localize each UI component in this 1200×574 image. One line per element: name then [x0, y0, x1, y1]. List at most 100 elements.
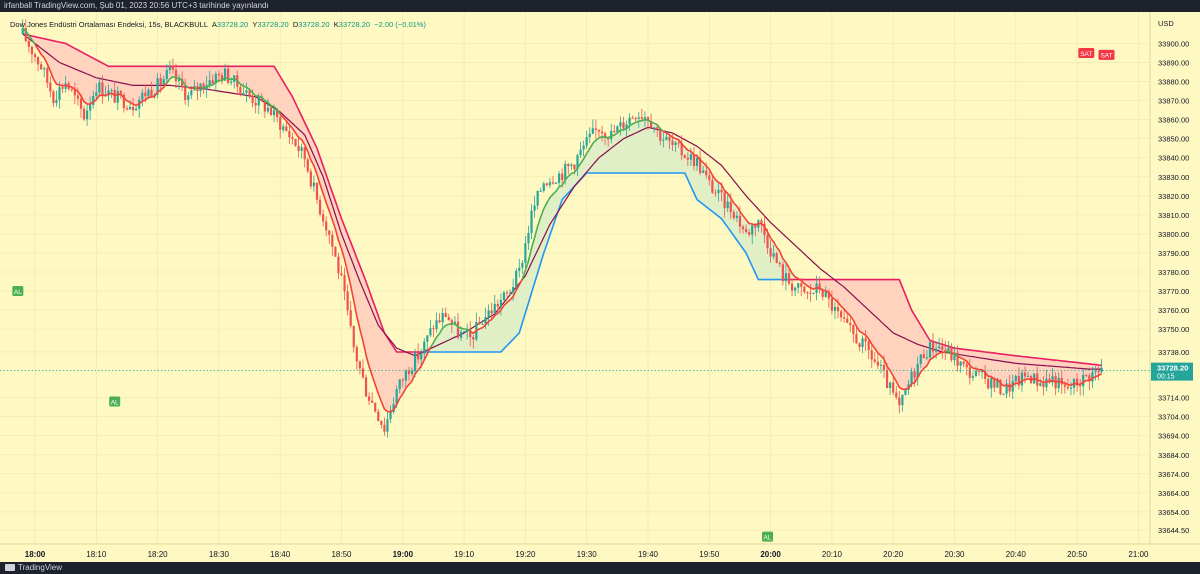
candle-body — [352, 325, 355, 348]
candle-body — [343, 275, 346, 292]
publish-bar: irfanball TradingView.com, Şub 01, 2023 … — [0, 0, 1200, 12]
candle-body — [974, 371, 978, 377]
candle-body — [846, 318, 849, 323]
x-tick-label: 18:20 — [148, 550, 169, 559]
candle-body — [1091, 372, 1094, 382]
candle-body — [276, 110, 279, 118]
candle-body — [463, 331, 466, 333]
candle-body — [481, 324, 484, 326]
y-tick-label: 33750.00 — [1158, 325, 1189, 334]
y-tick-label: 33810.00 — [1158, 211, 1189, 220]
candle-body — [518, 267, 521, 271]
candle-body — [714, 192, 717, 194]
candle-body — [935, 348, 938, 352]
x-tick-label: 20:40 — [1006, 550, 1027, 559]
candle-body — [438, 320, 441, 323]
candle-body — [977, 371, 981, 373]
candle-body — [705, 170, 708, 176]
candle-body — [607, 137, 610, 140]
candle-body — [597, 129, 601, 132]
candle-body — [812, 292, 815, 294]
candle-body — [125, 108, 129, 110]
fast-ma-line — [469, 278, 523, 335]
fast-ma-line — [166, 75, 189, 89]
fast-ma-line — [521, 118, 664, 280]
sat-signal-badge[interactable] — [1078, 48, 1095, 59]
candle-body — [619, 122, 622, 127]
candle-body — [472, 337, 475, 340]
candle-body — [821, 289, 824, 297]
candle-body — [984, 371, 987, 379]
candle-body — [55, 100, 58, 104]
candle-body — [40, 64, 43, 70]
candle-body — [487, 310, 490, 318]
candle-body — [545, 183, 548, 186]
candle-body — [662, 139, 665, 141]
candle-body — [999, 379, 1002, 395]
sat-signal-badge[interactable] — [1098, 49, 1115, 60]
chart-plot-area[interactable]: USD 33900.00 33890.00 33880.00 33870.00 33860… — [0, 0, 1200, 562]
candle-body — [1097, 371, 1100, 373]
candle-body — [726, 201, 729, 209]
candle-body — [827, 291, 830, 299]
candle-body — [349, 310, 352, 326]
al-signal-badge[interactable] — [12, 286, 24, 297]
candle-body — [502, 292, 506, 301]
candle-body — [895, 392, 898, 398]
x-tick-label: 18:10 — [86, 550, 107, 559]
candle-body — [423, 341, 426, 354]
candle-body — [1076, 378, 1079, 386]
candle-body — [1082, 374, 1085, 387]
candle-body — [1039, 383, 1042, 386]
candle-body — [263, 100, 266, 112]
y-tick-label: 33674.00 — [1158, 470, 1189, 479]
candle-body — [699, 157, 702, 173]
chart-svg[interactable]: USD 33900.00 33890.00 33880.00 33870.00 33860… — [0, 0, 1200, 562]
candle-body — [1045, 378, 1048, 388]
candle-body — [505, 292, 509, 294]
candle-body — [1063, 384, 1066, 387]
y-tick-label: 33820.00 — [1158, 192, 1189, 201]
candle-body — [744, 229, 748, 232]
candle-body — [171, 66, 175, 70]
candle-body — [248, 90, 251, 96]
candle-body — [1002, 393, 1005, 395]
fast-ma-line — [194, 87, 198, 90]
candle-body — [159, 78, 162, 85]
candle-body — [732, 212, 735, 218]
al-signal-badge[interactable] — [762, 531, 774, 542]
candle-body — [790, 283, 794, 291]
candle-body — [383, 424, 386, 432]
candle-body — [919, 354, 922, 364]
candle-body — [432, 328, 435, 330]
change-value: −2.00 (−0.01%) — [374, 20, 426, 29]
fast-ma-line — [429, 322, 471, 348]
candle-body — [1042, 383, 1045, 388]
candle-body — [852, 325, 855, 335]
candle-body — [303, 147, 306, 160]
candle-body — [294, 139, 297, 146]
candle-body — [272, 110, 276, 116]
candle-body — [208, 80, 211, 86]
candle-body — [361, 368, 365, 378]
al-signal-badge[interactable] — [109, 396, 121, 407]
candle-body — [521, 262, 524, 268]
time-axis — [0, 544, 1200, 562]
candle-body — [720, 189, 723, 193]
candle-body — [775, 253, 778, 263]
candle-body — [833, 306, 837, 311]
candle-body — [947, 347, 950, 353]
candle-body — [43, 68, 46, 70]
footer-bar: TradingView — [0, 562, 1200, 574]
candle-body — [769, 248, 772, 257]
candle-body — [950, 347, 953, 361]
candle-body — [646, 117, 650, 121]
candle-body — [754, 225, 757, 228]
x-tick-label: 19:10 — [454, 550, 475, 559]
candle-body — [377, 411, 380, 421]
candle-body — [588, 133, 591, 138]
y-tick-label: 33738.00 — [1158, 348, 1189, 357]
candle-body — [346, 291, 349, 311]
ma-ribbon-fill — [31, 36, 431, 412]
candle-body — [444, 312, 447, 318]
